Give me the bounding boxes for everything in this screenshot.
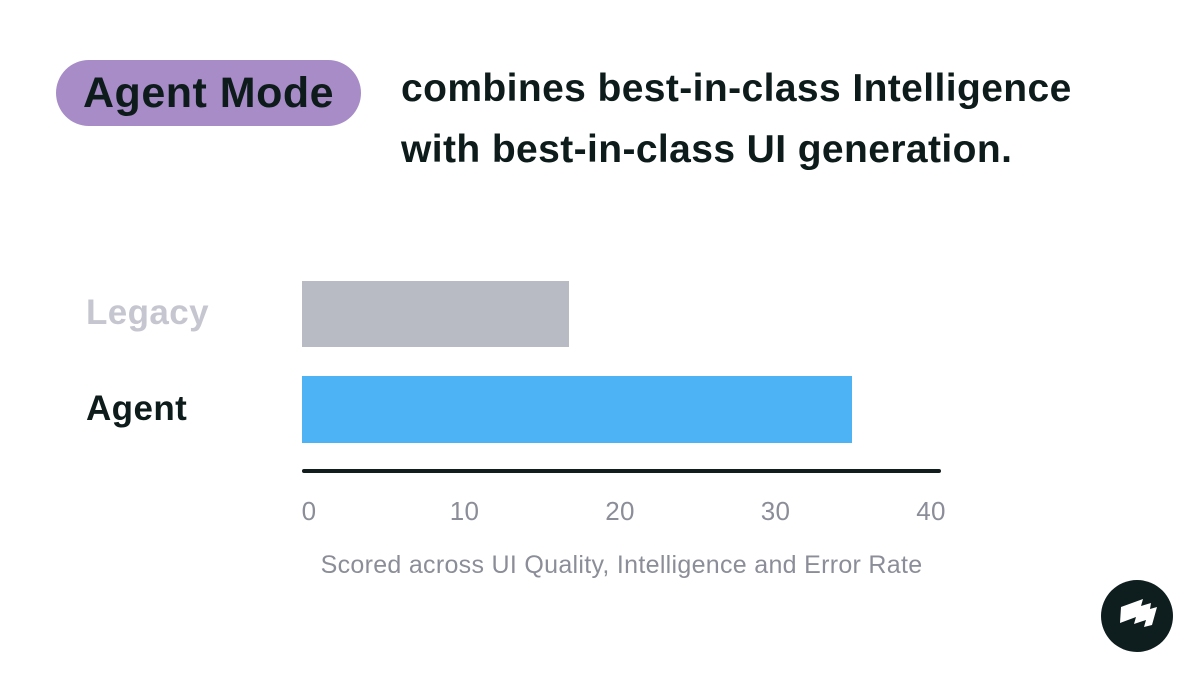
headline-line-1: combines best-in-class Intelligence xyxy=(401,67,1072,110)
x-axis-ticks: 0 10 20 30 40 xyxy=(302,496,946,528)
legacy-bar xyxy=(302,281,570,347)
x-axis-tick-label: 0 xyxy=(301,496,317,526)
x-axis-tick-label: 30 xyxy=(760,496,791,526)
agent-mode-badge: Agent Mode xyxy=(56,60,362,126)
x-axis-tick-label: 10 xyxy=(449,496,480,526)
x-axis-tick-label: 20 xyxy=(605,496,635,526)
flag-badge-icon xyxy=(1101,580,1173,652)
agent-mode-badge-label: Agent Mode xyxy=(83,68,335,117)
chart-caption: Scored across UI Quality, Intelligence a… xyxy=(320,551,923,579)
agent-bar xyxy=(302,376,853,443)
x-axis-line xyxy=(302,469,941,473)
x-axis-tick-label: 40 xyxy=(916,496,946,526)
category-label-legacy: Legacy xyxy=(86,293,210,332)
category-label-agent: Agent xyxy=(86,389,188,428)
headline-line-2: with best-in-class UI generation. xyxy=(401,128,1013,171)
brand-logo xyxy=(1101,580,1173,652)
